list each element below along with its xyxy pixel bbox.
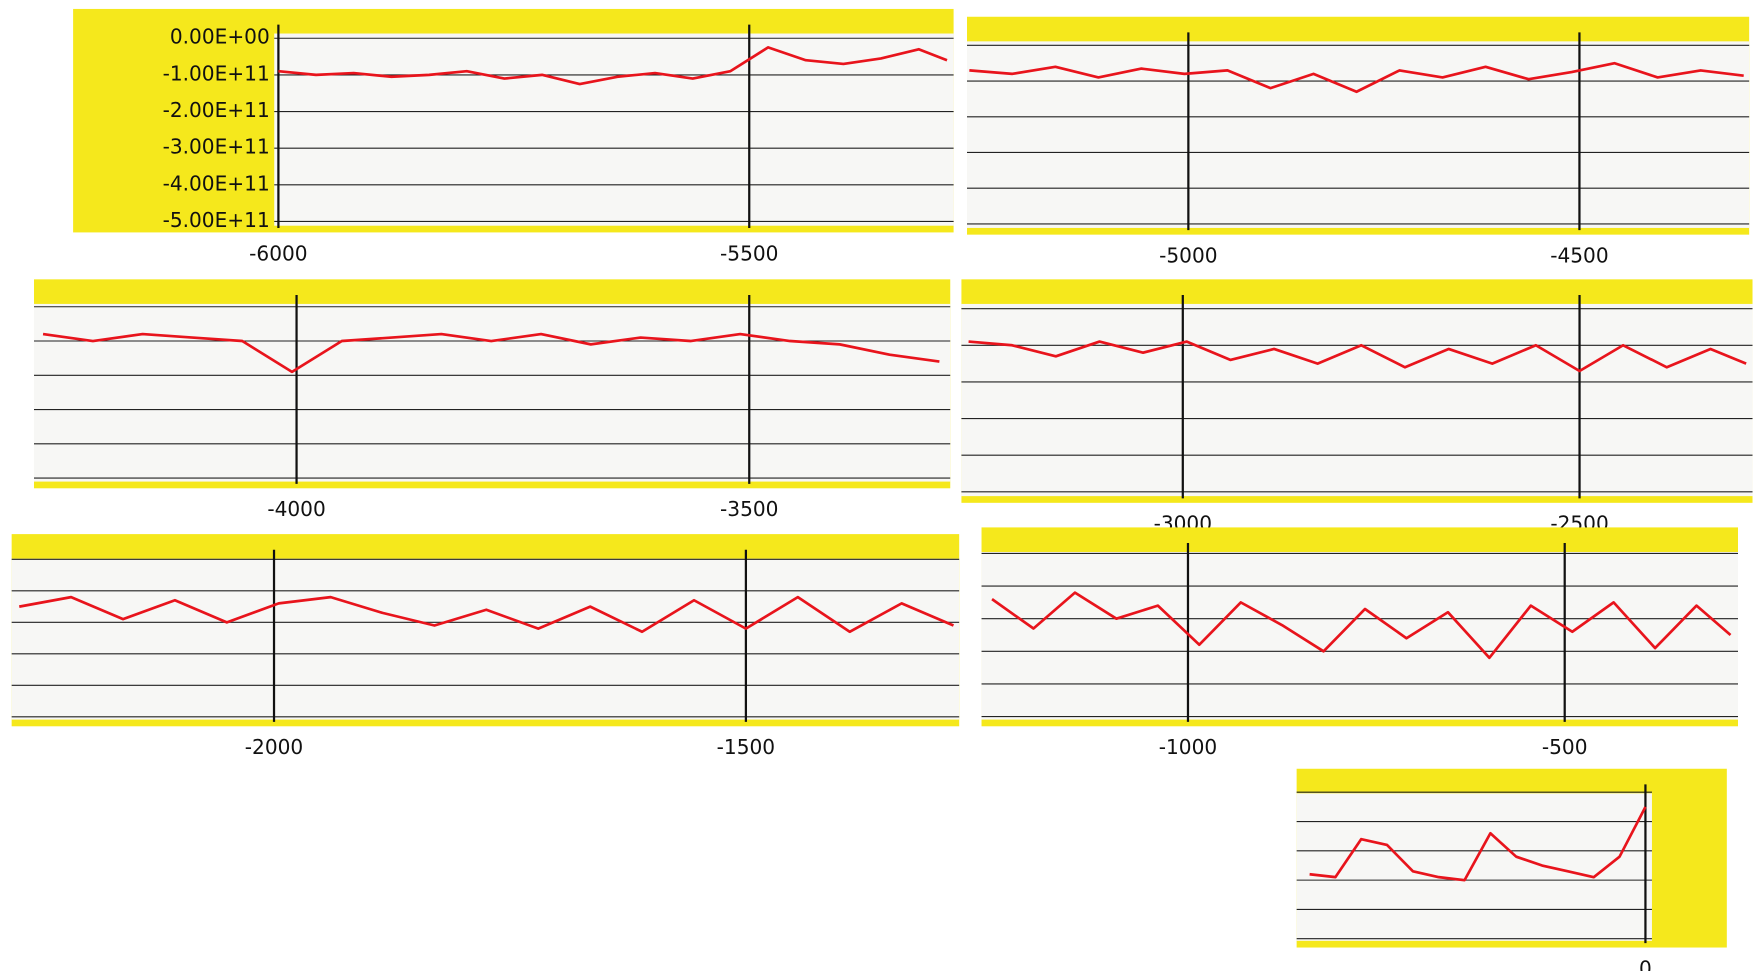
data-line [991,591,1732,660]
x-tick-label: -500 [1542,735,1588,759]
data-line [1309,806,1647,882]
x-tick-label: -5500 [720,241,778,265]
data-line [42,332,940,374]
plot-area [961,303,1753,497]
x-tick-label: -6000 [249,241,307,265]
plot-area [967,41,1750,228]
plot-area [1296,793,1652,941]
x-tick-label: -1000 [1159,735,1217,759]
data-line [278,46,948,86]
plot-area [11,558,960,720]
y-tick-label: -1.00E+11 [163,61,270,85]
plot-area [274,33,954,226]
data-line [19,595,955,634]
x-tick-label: 0 [1639,956,1652,971]
y-tick-label: -5.00E+11 [163,208,270,232]
x-tick-label: -4500 [1550,243,1608,267]
data-line [968,340,1747,373]
x-tick-label: -4000 [267,497,325,521]
x-tick-label: -3500 [720,497,778,521]
x-tick-label: -2000 [245,735,303,759]
x-tick-label: -1500 [717,735,775,759]
plot-area [981,551,1738,720]
y-tick-label: -2.00E+11 [163,98,270,122]
x-tick-label: -5000 [1159,243,1217,267]
plot-area [33,303,951,482]
y-tick-label: 0.00E+00 [170,25,270,49]
y-tick-label: -4.00E+11 [163,171,270,195]
data-line [969,61,1744,94]
y-tick-label: -3.00E+11 [163,135,270,159]
